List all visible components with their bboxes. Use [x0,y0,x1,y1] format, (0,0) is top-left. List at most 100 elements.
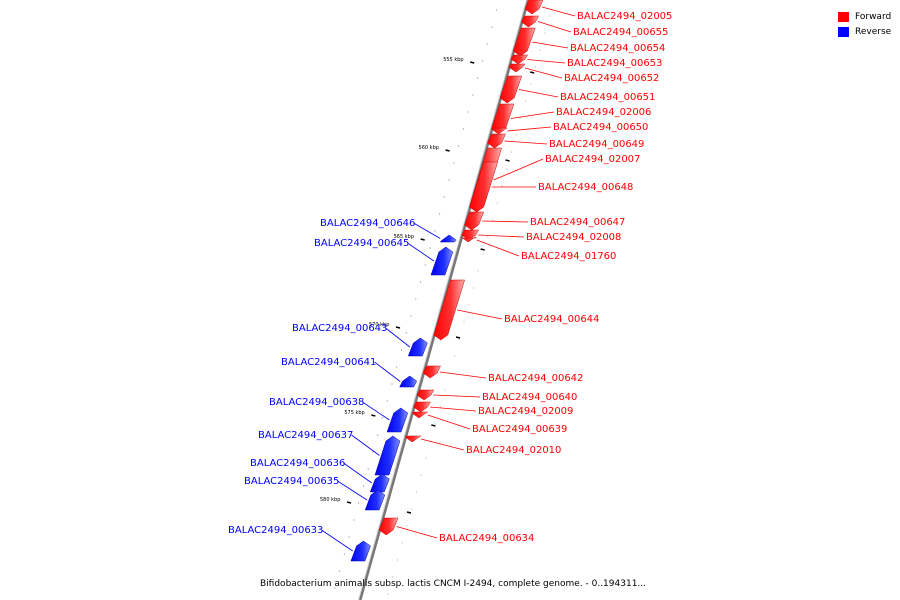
gene-arrow[interactable] [508,63,526,73]
gene-label[interactable]: BALAC2494_00640 [482,392,577,403]
gene-label[interactable]: BALAC2494_02010 [466,445,561,456]
gene-arrow[interactable] [461,229,480,241]
gene-arrow[interactable] [399,375,418,388]
gene-label[interactable]: BALAC2494_00647 [530,217,625,228]
gene-leader-line [362,401,390,421]
gene-leader-line [413,222,441,239]
gene-leader-line [430,406,477,412]
gene-leader-line [532,41,569,49]
gene-label[interactable]: BALAC2494_02008 [526,232,621,243]
major-tick [505,159,510,162]
scale-tick-label: 575 kbp [344,410,364,416]
gene-arrow[interactable] [378,517,399,536]
gene-leader-line [396,526,438,539]
gene-leader-line [493,158,544,181]
gene-leader-line [457,309,503,320]
gene-arrow[interactable] [439,234,457,243]
legend-forward-label: Forward [855,11,892,22]
gene-arrow[interactable] [499,75,523,104]
gene-label[interactable]: BALAC2494_00654 [570,43,665,54]
scale-tick-label: 560 kbp [419,145,439,151]
gene-arrow[interactable] [469,161,498,213]
gene-label[interactable]: BALAC2494_00642 [488,373,583,384]
gene-leader-line [537,21,572,33]
gene-label[interactable]: BALAC2494_00639 [472,424,567,435]
gene-arrow[interactable] [350,540,371,562]
gene-arrow[interactable] [487,133,506,149]
major-tick [371,414,376,417]
gene-arrow[interactable] [521,15,539,28]
gene-label[interactable]: BALAC2494_00652 [564,73,659,84]
gene-arrow[interactable] [386,407,409,433]
gene-leader-line [439,371,487,379]
gene-label[interactable]: BALAC2494_02007 [545,154,640,165]
gene-label[interactable]: BALAC2494_00653 [567,58,662,69]
gene-leader-line [427,414,471,430]
gene-arrow[interactable] [430,246,454,276]
gene-label[interactable]: BALAC2494_00637 [258,430,353,441]
major-tick [470,61,475,64]
gene-label[interactable]: BALAC2494_00648 [538,182,633,193]
gene-leader-line [504,140,548,145]
gene-label[interactable]: BALAC2494_00636 [250,458,345,469]
gene-leader-line [541,6,576,17]
gene-arrow[interactable] [416,389,435,401]
gene-leader-line [478,234,525,238]
gene-arrow[interactable] [364,489,386,511]
gene-leader-line [527,59,566,64]
gene-arrow[interactable] [461,236,478,243]
major-tick [346,501,352,504]
gene-label[interactable]: BALAC2494_02006 [556,107,651,118]
gene-arrow[interactable] [411,411,429,419]
gene-label[interactable]: BALAC2494_00638 [269,397,364,408]
legend-reverse[interactable]: Reverse [838,24,891,39]
scale-tick-label: 580 kbp [320,497,340,503]
scale-tick-label: 565 kbp [394,234,414,240]
gene-label[interactable]: BALAC2494_00645 [314,238,409,249]
major-tick [431,424,436,427]
gene-arrow[interactable] [491,127,509,135]
gene-label[interactable]: BALAC2494_02009 [478,406,573,417]
gene-arrow[interactable] [422,365,441,379]
gene-arrow[interactable] [524,0,544,15]
forward-swatch [838,11,849,22]
gene-arrow[interactable] [433,279,465,341]
genome-caption: Bifidobacterium animalis subsp. lactis C… [260,579,646,589]
major-tick [420,238,425,241]
gene-arrow[interactable] [369,473,390,493]
gene-label[interactable]: BALAC2494_00646 [320,218,415,229]
gene-leader-line [433,394,481,398]
gene-arrow[interactable] [407,337,428,357]
gene-label[interactable]: BALAC2494_00643 [292,323,387,334]
gene-leader-line [337,480,368,501]
gene-arrow[interactable] [510,54,529,65]
gene-leader-line [351,434,380,456]
gene-arrow[interactable] [404,435,422,443]
gene-leader-line [507,126,552,132]
gene-label[interactable]: BALAC2494_00634 [439,533,534,544]
major-tick [406,511,412,514]
major-tick [395,326,401,329]
gene-arrow[interactable] [413,401,431,413]
gene-arrow[interactable] [464,211,485,231]
gene-label[interactable]: BALAC2494_01760 [521,251,616,262]
reverse-swatch [838,26,849,37]
gene-label[interactable]: BALAC2494_02005 [577,11,672,22]
gene-label[interactable]: BALAC2494_00641 [281,357,376,368]
major-tick [530,71,535,74]
scale-tick-label: 555 kbp [443,57,463,63]
legend-forward[interactable]: Forward [838,9,891,24]
major-tick [445,149,450,152]
gene-label[interactable]: BALAC2494_00655 [573,27,668,38]
gene-leader-line [407,242,435,262]
legend: Forward Reverse [838,9,891,39]
gene-label[interactable]: BALAC2494_00649 [549,139,644,150]
gene-leader-line [420,438,465,451]
gene-leader-line [482,220,529,223]
gene-label[interactable]: BALAC2494_00633 [228,525,323,536]
gene-label[interactable]: BALAC2494_00635 [244,476,339,487]
gene-label[interactable]: BALAC2494_00651 [560,92,655,103]
gene-label[interactable]: BALAC2494_00644 [504,314,599,325]
gene-arrow[interactable] [513,27,536,57]
gene-label[interactable]: BALAC2494_00650 [553,122,648,133]
